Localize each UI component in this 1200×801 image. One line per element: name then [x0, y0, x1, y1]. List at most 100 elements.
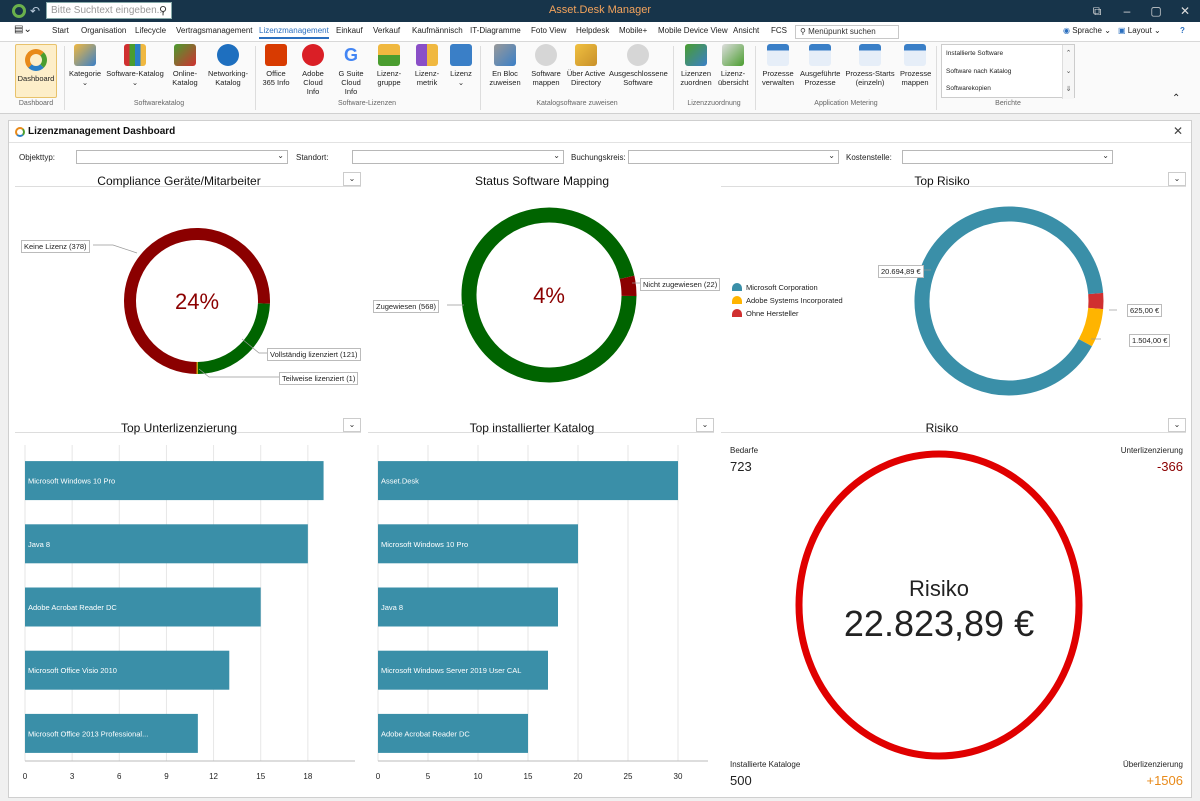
ribbon-separator: [480, 46, 481, 110]
software-mappen-label: Software mappen: [531, 69, 561, 87]
group-software-lizenzen: Software-Lizenzen: [338, 100, 396, 107]
minimize-button[interactable]: –: [1123, 4, 1131, 18]
back-icon[interactable]: ↶: [30, 4, 41, 18]
katalog-bar[interactable]: [378, 524, 578, 564]
reports-scrollbar[interactable]: ⌃ ⌄ ⇓: [1062, 45, 1074, 99]
unterlizenzierung-bar[interactable]: [25, 524, 308, 564]
filter-kostenstelle-select[interactable]: ⌄: [902, 150, 1113, 164]
ausgeschlossene-button[interactable]: Ausgeschlossene Software: [608, 44, 668, 87]
prozess-starts-button[interactable]: Prozess-Starts (einzeln): [843, 44, 897, 87]
adobe-cloud-button[interactable]: Adobe Cloud Info: [295, 44, 331, 96]
chevron-down-icon[interactable]: ⌄: [1168, 172, 1186, 186]
lizenz-button[interactable]: Lizenz ⌄: [447, 44, 475, 87]
katalog-bar[interactable]: [378, 587, 558, 627]
online-katalog-button[interactable]: Online-Katalog: [166, 44, 204, 87]
filter-buchungskreis-select[interactable]: ⌄: [628, 150, 839, 164]
prozesse-verwalten-button[interactable]: Prozesse verwalten: [759, 44, 797, 87]
menu-mobile-device-view[interactable]: Mobile Device View: [658, 26, 728, 35]
menu-helpdesk[interactable]: Helpdesk: [576, 26, 610, 35]
compliance-slice[interactable]: [197, 303, 270, 374]
menu-lifecycle[interactable]: Lifecycle: [135, 26, 167, 35]
filter-objekttyp-select[interactable]: ⌄: [76, 150, 288, 164]
software-katalog-button[interactable]: Software-Katalog ⌄: [106, 44, 164, 87]
maximize-button[interactable]: ▢: [1150, 4, 1162, 18]
mapping-slice-nicht-zugewiesen[interactable]: [619, 275, 637, 297]
office365-button[interactable]: Office 365 Info: [259, 44, 293, 87]
lizenzgruppe-label: Lizenz-gruppe: [376, 69, 402, 87]
reports-list: Installierte Software Software nach Kata…: [941, 44, 1075, 99]
bedarfe-value: 723: [730, 459, 752, 474]
window-title: Asset.Desk Manager: [548, 4, 652, 16]
menu-einkauf[interactable]: Einkauf: [336, 26, 363, 35]
close-icon[interactable]: ✕: [1172, 124, 1183, 138]
lizenz-uebersicht-button[interactable]: Lizenz-übersicht: [717, 44, 749, 87]
scroll-down-icon[interactable]: ⌄: [1065, 68, 1072, 75]
menu-kaufmaennisch[interactable]: Kaufmännisch: [412, 26, 463, 35]
legend-item[interactable]: Adobe Systems Incorporated: [732, 296, 843, 305]
legend-item[interactable]: Ohne Hersteller: [732, 309, 799, 318]
layout-menu[interactable]: ▣ Layout ⌄: [1118, 26, 1161, 35]
katalog-bar[interactable]: [378, 461, 678, 501]
active-directory-button[interactable]: Über Active Directory: [566, 44, 606, 87]
kategorie-label: Kategorie: [68, 69, 102, 78]
filter-objekttyp-label: Objekttyp:: [19, 153, 56, 162]
filter-standort-select[interactable]: ⌄: [352, 150, 564, 164]
risiko-label-ohne-hersteller: 625,00 €: [1127, 304, 1163, 317]
lizenzen-zuordnen-button[interactable]: Lizenzen zuordnen: [677, 44, 715, 87]
chevron-down-icon[interactable]: ⌄: [1168, 418, 1186, 432]
kategorie-button[interactable]: Kategorie ⌄: [66, 44, 104, 87]
unterlizenzierung-bar-label: Adobe Acrobat Reader DC: [28, 603, 117, 612]
katalog-bar[interactable]: [378, 713, 528, 753]
risk-ring: [795, 450, 1083, 760]
report-softwarekopien[interactable]: Softwarekopien: [946, 85, 991, 92]
legend-item[interactable]: Microsoft Corporation: [732, 283, 818, 292]
menu-lizenzmanagement[interactable]: Lizenzmanagement: [259, 26, 329, 39]
menu-mobile-plus[interactable]: Mobile+: [619, 26, 648, 35]
risiko-slice-adobe[interactable]: [1078, 307, 1104, 347]
prozesse-mappen-button[interactable]: Prozesse mappen: [899, 44, 931, 87]
chevron-down-icon[interactable]: ⌄: [696, 418, 714, 432]
compliance-slice[interactable]: [124, 228, 270, 374]
risiko-slice-microsoft[interactable]: [914, 206, 1104, 396]
search-icon[interactable]: ⚲: [158, 5, 167, 17]
restore-icon[interactable]: ⧉: [1092, 4, 1102, 18]
report-software-nach-katalog[interactable]: Software nach Katalog: [946, 68, 1012, 75]
legend-label: Adobe Systems Incorporated: [746, 296, 843, 305]
collapse-ribbon-icon[interactable]: ⌃: [1172, 93, 1181, 104]
global-search-input[interactable]: Bitte Suchtext eingeben... ⚲: [46, 2, 172, 19]
report-installierte-software[interactable]: Installierte Software: [946, 50, 1004, 57]
menu-organisation[interactable]: Organisation: [81, 26, 127, 35]
menu-ansicht[interactable]: Ansicht: [733, 26, 760, 35]
close-button[interactable]: ✕: [1179, 4, 1191, 18]
menu-vertragsmanagement[interactable]: Vertragsmanagement: [176, 26, 253, 35]
lizenzgruppe-button[interactable]: Lizenz-gruppe: [371, 44, 407, 87]
chevron-down-icon[interactable]: ⌄: [343, 172, 361, 186]
unterlizenzierung-bar[interactable]: [25, 713, 198, 753]
ausgefuehrte-prozesse-button[interactable]: Ausgeführte Prozesse: [799, 44, 841, 87]
mapping-slice-zugewiesen[interactable]: [461, 207, 637, 383]
unterlizenzierung-bar[interactable]: [25, 587, 261, 627]
expand-gallery-icon[interactable]: ⇓: [1065, 86, 1072, 93]
menu-search-input[interactable]: ⚲ Menüpunkt suchen: [795, 25, 899, 39]
menu-verkauf[interactable]: Verkauf: [373, 26, 401, 35]
menu-it-diagramme[interactable]: IT-Diagramme: [470, 26, 521, 35]
networking-katalog-button[interactable]: Networking-Katalog: [206, 44, 250, 87]
en-bloc-button[interactable]: En Bloc zuweisen: [484, 44, 526, 87]
dashboard-button[interactable]: Dashboard: [15, 44, 57, 98]
language-menu[interactable]: ◉ Sprache ⌄: [1063, 26, 1111, 35]
gsuite-button[interactable]: G G Suite Cloud Info: [333, 44, 369, 96]
scroll-up-icon[interactable]: ⌃: [1065, 50, 1072, 57]
software-mappen-button[interactable]: Software mappen: [528, 44, 564, 87]
chevron-down-icon[interactable]: ⌄: [343, 418, 361, 432]
menu-fcs[interactable]: FCS: [771, 26, 787, 35]
compliance-label-teilweise: Teilweise lizenziert (1): [279, 372, 359, 385]
katalog-bar[interactable]: [378, 650, 548, 690]
quick-access-icon[interactable]: ▤⌄: [14, 24, 32, 35]
unterlizenzierung-bar[interactable]: [25, 650, 230, 690]
lizenzmetrik-button[interactable]: Lizenz-metrik: [409, 44, 445, 87]
window-icon: [904, 44, 926, 66]
unterlizenzierung-bar[interactable]: [25, 461, 324, 501]
menu-start[interactable]: Start: [52, 26, 69, 35]
help-icon[interactable]: ?: [1180, 26, 1185, 35]
menu-foto-view[interactable]: Foto View: [531, 26, 567, 35]
